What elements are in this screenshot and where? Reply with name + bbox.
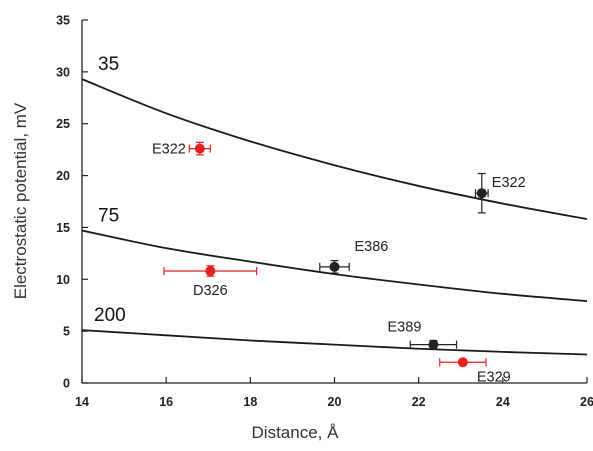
x-tick-label: 24 xyxy=(496,395,510,409)
point-label: E322 xyxy=(492,175,526,191)
data-point-e322 xyxy=(474,172,489,214)
labels-group: 35 75 200 E322 E322 E386 D326 E389 E329 xyxy=(94,54,526,385)
point-label: E389 xyxy=(388,320,422,336)
y-tick-label: 35 xyxy=(56,14,70,28)
point-marker xyxy=(205,265,216,276)
y-tick-label: 0 xyxy=(63,377,70,391)
point-marker xyxy=(194,143,205,154)
point-label: E386 xyxy=(355,239,389,255)
axes-group xyxy=(81,20,587,384)
data-point-e389 xyxy=(409,339,458,350)
y-tick-label: 5 xyxy=(63,325,70,339)
data-point-e386 xyxy=(319,260,350,274)
curve-75 xyxy=(82,229,587,302)
curve-35 xyxy=(82,78,587,221)
x-tick-label: 20 xyxy=(328,395,342,409)
y-axis-title: Electrostatic potential, mV xyxy=(11,102,30,299)
point-marker xyxy=(329,261,340,272)
curve-label-200: 200 xyxy=(94,305,126,326)
x-tick-label: 16 xyxy=(159,395,173,409)
x-tick-label: 26 xyxy=(580,395,593,409)
data-point-e322 xyxy=(188,141,211,156)
point-marker xyxy=(476,188,487,199)
points-group xyxy=(163,141,489,368)
point-label: E329 xyxy=(477,369,511,385)
y-tick-label: 30 xyxy=(56,65,70,79)
point-marker xyxy=(457,357,468,368)
data-point-d326 xyxy=(163,265,258,277)
y-tick-label: 10 xyxy=(56,273,70,287)
curve-label-75: 75 xyxy=(98,206,119,227)
curves-group xyxy=(82,78,587,356)
data-point-e329 xyxy=(439,357,487,368)
curve-label-35: 35 xyxy=(98,54,119,75)
y-tick-label: 15 xyxy=(56,221,70,235)
point-label: E322 xyxy=(152,142,186,158)
x-tick-label: 22 xyxy=(412,395,426,409)
curve-200 xyxy=(82,329,587,356)
ticks-group: 0 5 10 15 20 25 30 35 14 16 18 20 22 24 26 xyxy=(56,14,593,410)
x-tick-label: 14 xyxy=(75,395,89,409)
x-axis-title: Distance, Å xyxy=(252,423,340,442)
y-tick-label: 25 xyxy=(56,117,70,131)
x-tick-label: 18 xyxy=(243,395,257,409)
point-label: D326 xyxy=(193,283,228,299)
y-tick-label: 20 xyxy=(56,169,70,183)
point-marker xyxy=(428,339,439,350)
